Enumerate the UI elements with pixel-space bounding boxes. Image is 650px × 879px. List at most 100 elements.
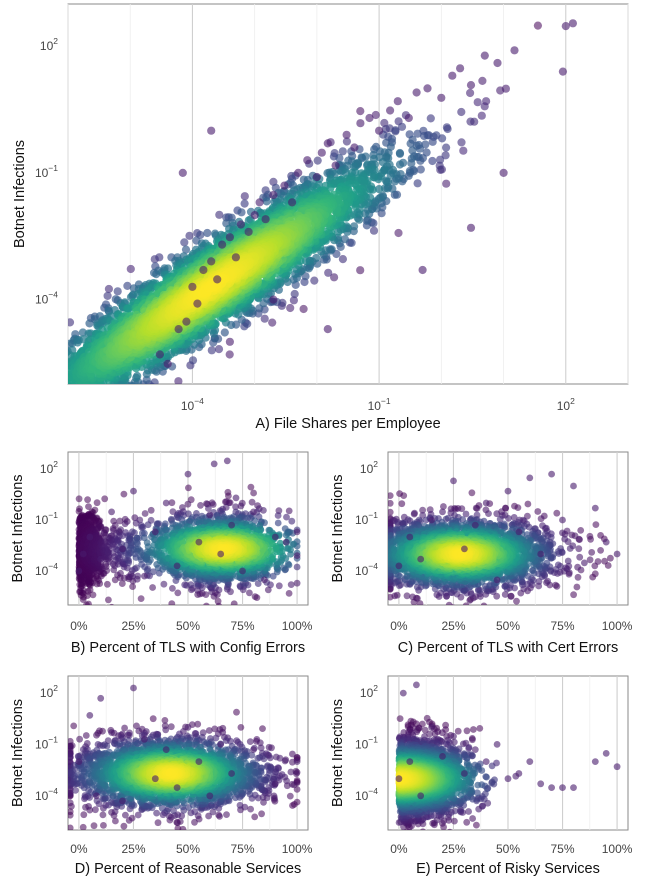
density-point [37,388,45,396]
density-point [405,166,414,176]
density-point [51,402,59,410]
density-point [40,388,48,396]
density-point [37,379,45,387]
density-point [48,385,56,393]
density-point [18,414,26,422]
density-point [185,484,192,492]
density-point [89,591,97,599]
density-point [111,389,119,397]
density-point [10,409,18,417]
density-point [100,413,108,421]
density-point [466,117,475,126]
density-point [71,407,79,415]
density-point [52,384,60,392]
data-point [312,172,321,182]
density-point [21,395,29,403]
density-point [65,426,73,434]
density-point [56,375,64,383]
density-point [20,410,28,418]
density-point [268,318,277,327]
density-point [2,428,10,436]
density-point [63,387,71,395]
density-point [17,422,25,430]
density-point [11,382,19,390]
density-point [19,449,27,457]
density-point [126,264,135,274]
density-point [161,402,169,410]
density-point [55,380,63,388]
density-point [48,363,56,371]
density-point [50,441,58,449]
y-tick-label: 102 [40,36,58,53]
density-point [335,154,344,163]
density-point [39,398,47,406]
density-point [375,185,384,194]
density-point [68,408,76,416]
density-point [44,360,52,368]
density-point [25,404,33,412]
density-point [32,400,40,408]
density-point [28,432,36,440]
data-point [182,317,191,326]
density-point [496,86,505,95]
density-point [93,415,101,423]
density-point [34,395,42,403]
density-point [40,417,48,425]
density-point [225,350,234,359]
density-point [48,435,56,443]
density-point [0,440,6,448]
data-point [386,106,395,115]
density-point [104,284,113,294]
density-point [435,161,444,170]
data-point [294,168,303,177]
density-point [39,356,47,364]
density-point [395,160,405,169]
density-point [57,375,65,383]
data-point [225,233,234,242]
density-point [68,396,76,404]
density-point [0,437,5,445]
density-point [251,593,259,600]
density-point [46,385,54,393]
density-point [80,398,88,406]
density-point [51,375,59,383]
density-point [137,595,145,602]
density-point [62,408,70,416]
density-point [23,413,31,421]
density-point [59,369,67,377]
density-point [133,385,141,393]
x-tick-label: 102 [557,396,575,413]
density-point [362,216,371,225]
density-point [68,386,76,394]
density-point [80,398,88,406]
density-point [46,353,54,361]
density-point [62,414,70,422]
density-point [3,397,11,405]
density-point [24,381,32,389]
density-point [80,429,88,437]
density-point [42,341,50,349]
density-point [416,165,425,174]
density-point [48,390,56,398]
density-point [420,131,429,141]
density-point [41,426,49,434]
density-point [68,383,69,384]
density-point [50,403,58,411]
y-axis-title: Botnet Infections [12,140,28,248]
density-point [17,395,25,403]
density-point [24,360,32,368]
density-point [60,386,68,394]
density-point [0,396,4,404]
density-point [54,362,62,370]
density-point [106,385,114,393]
density-point [27,384,35,392]
density-point [0,428,7,436]
density-point [46,370,54,378]
data-point [365,113,374,123]
density-point [19,429,27,437]
density-point [123,281,132,290]
density-point [369,226,379,235]
